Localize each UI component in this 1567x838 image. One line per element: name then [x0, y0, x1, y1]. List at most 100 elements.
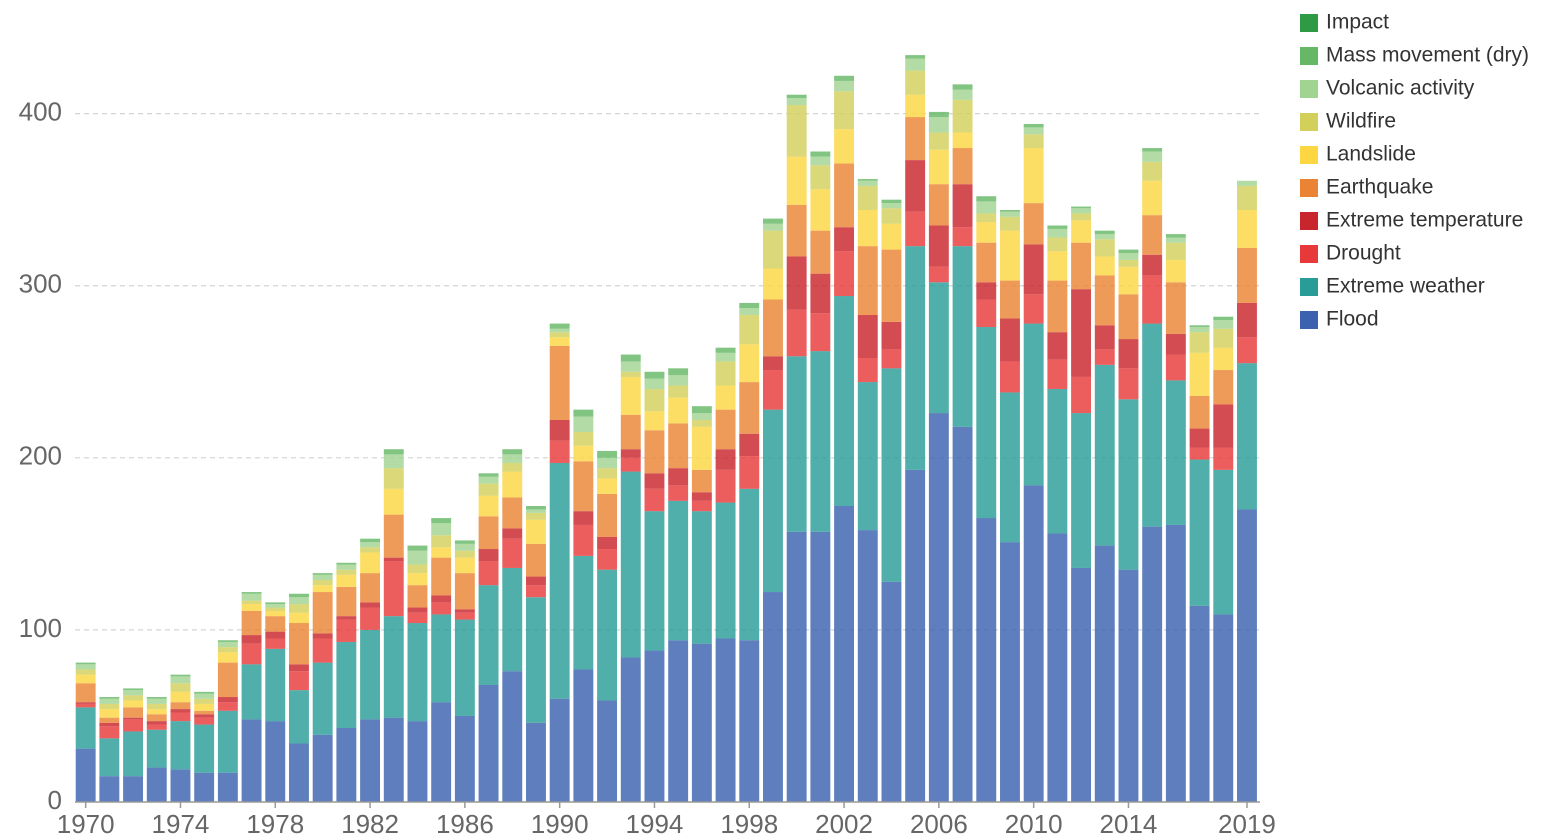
bar-segment [407, 585, 428, 608]
bar-segment [1165, 242, 1186, 260]
bar-segment [1142, 215, 1163, 255]
bar-segment [1047, 280, 1068, 333]
x-tick-label: 1970 [57, 809, 115, 838]
bar-segment [763, 409, 783, 593]
legend-swatch [1300, 212, 1318, 230]
bar-segment [123, 776, 144, 802]
bar-segment [549, 419, 570, 441]
bar-segment [431, 523, 452, 536]
bar-segment [170, 721, 191, 770]
legend-label: Earthquake [1326, 176, 1433, 199]
bar-segment [194, 724, 215, 773]
bar-segment [217, 662, 238, 698]
bar-segment [336, 641, 357, 728]
bar-segment [217, 652, 238, 663]
bar-segment [928, 111, 949, 118]
bar-segment [1118, 253, 1139, 260]
bar-segment [857, 358, 878, 383]
bar-segment [478, 585, 499, 685]
bar-segment [976, 282, 997, 300]
bar-segment [170, 683, 191, 692]
bar-segment [194, 698, 215, 704]
bar-segment [1023, 323, 1044, 486]
bar-segment [739, 488, 760, 641]
bar-segment [289, 671, 309, 691]
bar-segment [668, 500, 689, 641]
bar-segment [1023, 134, 1044, 149]
bar-segment [146, 721, 167, 725]
bar-segment [1094, 230, 1115, 235]
bar-segment [360, 552, 381, 574]
bar-segment [431, 518, 452, 524]
bar-segment [810, 189, 831, 231]
bar-segment [573, 511, 594, 525]
bar-segment [478, 476, 499, 484]
bar-segment [976, 327, 997, 519]
bar-segment [194, 714, 215, 718]
bar-segment [289, 593, 309, 598]
bar-segment [407, 607, 428, 613]
bar-segment [620, 657, 641, 802]
bar-segment [241, 719, 262, 802]
bar-segment [383, 488, 404, 515]
bar-segment [1000, 216, 1020, 231]
bar-segment [1189, 459, 1210, 606]
y-tick-label: 200 [19, 441, 62, 471]
bar-segment [928, 413, 949, 802]
bar-segment [549, 698, 570, 802]
bar-segment [312, 638, 333, 663]
bar-segment [834, 251, 855, 297]
bar-segment [146, 714, 167, 722]
bar-segment [478, 495, 499, 517]
legend-swatch [1300, 14, 1318, 32]
bar-segment [502, 567, 523, 672]
bar-segment [289, 664, 309, 672]
bar-segment [383, 468, 404, 489]
bar-segment [1047, 225, 1068, 229]
bar-segment [265, 602, 286, 605]
bar-segment [881, 349, 902, 369]
bar-segment [99, 697, 120, 699]
bar-segment [1047, 228, 1068, 238]
bar-segment [1213, 404, 1234, 448]
bar-segment [1094, 545, 1115, 802]
bar-segment [407, 545, 428, 551]
bar-segment [834, 506, 855, 802]
bar-segment [170, 676, 191, 684]
bar-segment [644, 488, 665, 512]
bar-segment [549, 328, 570, 333]
bar-segment [691, 492, 712, 501]
bar-segment [1142, 275, 1163, 324]
bar-segment [241, 593, 262, 601]
bar-segment [668, 485, 689, 501]
bar-segment [526, 597, 546, 723]
bar-segment [1023, 485, 1044, 802]
bar-segment [905, 246, 926, 470]
bar-segment [905, 55, 926, 59]
bar-segment [1023, 148, 1044, 204]
bar-segment [976, 518, 997, 802]
bar-segment [241, 643, 262, 665]
bar-segment [1094, 325, 1115, 350]
bar-segment [146, 697, 167, 699]
bar-segment [526, 576, 546, 586]
bar-segment [265, 607, 286, 611]
bar-segment [1047, 237, 1068, 252]
bar-segment [194, 703, 215, 711]
bar-segment [99, 709, 120, 718]
legend-swatch [1300, 113, 1318, 131]
bar-segment [786, 94, 807, 99]
bar-segment [289, 604, 309, 613]
y-tick-label: 400 [19, 97, 62, 127]
bar-segment [928, 184, 949, 226]
bar-segment [1237, 185, 1257, 210]
legend-swatch [1300, 311, 1318, 329]
bar-segment [75, 669, 96, 675]
bar-segment [549, 332, 570, 338]
bar-segment [265, 604, 286, 608]
bar-segment [668, 368, 689, 376]
x-tick-label: 1974 [152, 809, 210, 838]
bar-segment [217, 772, 238, 802]
bar-segment [360, 607, 381, 630]
bar-segment [620, 457, 641, 472]
